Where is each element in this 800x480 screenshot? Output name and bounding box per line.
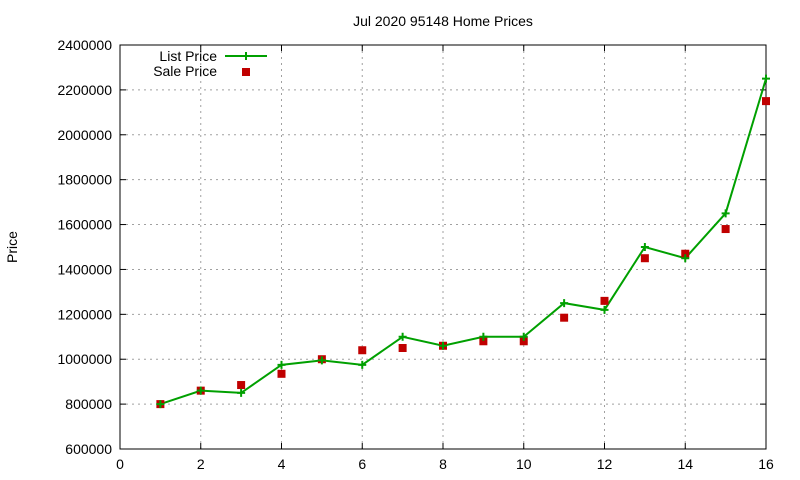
grid <box>120 45 766 449</box>
legend-marker-list-price <box>242 52 250 60</box>
x-tick-label: 12 <box>597 456 613 472</box>
sale-price-point <box>600 296 609 305</box>
x-tick-label: 16 <box>758 456 774 472</box>
list-price-point <box>398 332 407 341</box>
sale-price-point <box>681 249 690 258</box>
list-price-point <box>640 243 649 251</box>
x-tick-label: 4 <box>278 456 286 472</box>
x-tick-label: 14 <box>677 456 693 472</box>
y-tick-label: 1200000 <box>57 306 112 322</box>
y-tick-label: 2000000 <box>57 127 112 143</box>
list-price-point <box>519 332 528 341</box>
list-price-point <box>439 341 447 350</box>
x-tick-label: 0 <box>116 456 124 472</box>
x-tick-label: 8 <box>439 456 447 472</box>
y-tick-label: 2400000 <box>57 37 112 53</box>
list-price-point <box>681 254 690 263</box>
sale-price-point <box>519 337 528 346</box>
series-layer <box>156 74 770 409</box>
chart-title: Jul 2020 95148 Home Prices <box>353 13 533 29</box>
sale-price-point <box>358 346 367 355</box>
list-price-point <box>237 388 246 397</box>
list-price-point <box>721 209 730 218</box>
sale-price-point <box>237 381 246 390</box>
y-tick-label: 1400000 <box>57 261 112 277</box>
list-price-point <box>156 400 165 409</box>
list-price-point <box>277 360 286 369</box>
y-tick-label: 800000 <box>65 396 112 412</box>
legend-label-sale-price: Sale Price <box>153 63 217 79</box>
sale-price-point <box>398 344 407 352</box>
x-tick-label: 6 <box>358 456 366 472</box>
y-axis-label: Price <box>4 231 20 263</box>
y-tick-label: 1800000 <box>57 172 112 188</box>
sale-price-point <box>640 254 649 263</box>
list-price-point <box>762 74 770 83</box>
list-price-point <box>317 356 326 365</box>
list-price-point <box>479 332 488 341</box>
sale-price-point <box>721 225 730 234</box>
list-price-point <box>600 305 609 314</box>
legend-marker-sale-price <box>242 68 250 76</box>
x-tick-label: 2 <box>197 456 205 472</box>
sale-price-point <box>277 369 286 378</box>
list-price-point <box>196 386 205 395</box>
y-tick-label: 2200000 <box>57 82 112 98</box>
sale-price-point <box>560 313 569 322</box>
list-price-line <box>160 78 767 406</box>
sale-price-point <box>762 97 770 106</box>
legend-label-list-price: List Price <box>159 48 217 64</box>
list-price-point <box>560 299 569 308</box>
sale-price-point <box>479 337 488 346</box>
axis-ticks: 600000 800000 1000000 1200000 1400000 1600000… <box>57 37 774 472</box>
y-tick-label: 600000 <box>65 441 112 457</box>
x-tick-label: 10 <box>516 456 532 472</box>
y-tick-label: 1600000 <box>57 217 112 233</box>
list-price-point <box>358 360 367 369</box>
y-tick-label: 1000000 <box>57 351 112 367</box>
